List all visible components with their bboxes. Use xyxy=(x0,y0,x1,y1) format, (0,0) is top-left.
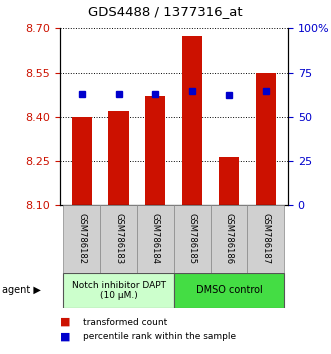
Text: GDS4488 / 1377316_at: GDS4488 / 1377316_at xyxy=(88,5,243,18)
Text: GSM786184: GSM786184 xyxy=(151,213,160,264)
Bar xyxy=(100,205,137,273)
Bar xyxy=(108,111,129,205)
Text: percentile rank within the sample: percentile rank within the sample xyxy=(83,332,236,341)
Text: GSM786185: GSM786185 xyxy=(188,213,197,264)
Bar xyxy=(145,96,166,205)
Bar xyxy=(71,117,92,205)
Text: GSM786186: GSM786186 xyxy=(224,213,234,264)
Text: GSM786187: GSM786187 xyxy=(261,213,270,264)
Bar xyxy=(174,205,211,273)
Text: GSM786182: GSM786182 xyxy=(77,213,86,264)
Text: Notch inhibitor DAPT
(10 μM.): Notch inhibitor DAPT (10 μM.) xyxy=(71,281,166,300)
Bar xyxy=(174,273,284,308)
Text: ■: ■ xyxy=(60,317,70,327)
Text: agent ▶: agent ▶ xyxy=(2,285,40,295)
Bar xyxy=(248,205,284,273)
Bar xyxy=(219,156,239,205)
Text: transformed count: transformed count xyxy=(83,318,167,327)
Text: GSM786183: GSM786183 xyxy=(114,213,123,264)
Text: ■: ■ xyxy=(60,331,70,341)
Bar xyxy=(211,205,248,273)
Bar xyxy=(182,36,202,205)
Text: DMSO control: DMSO control xyxy=(196,285,262,295)
Bar xyxy=(63,205,100,273)
Bar xyxy=(256,73,276,205)
Bar xyxy=(137,205,174,273)
Bar xyxy=(63,273,174,308)
